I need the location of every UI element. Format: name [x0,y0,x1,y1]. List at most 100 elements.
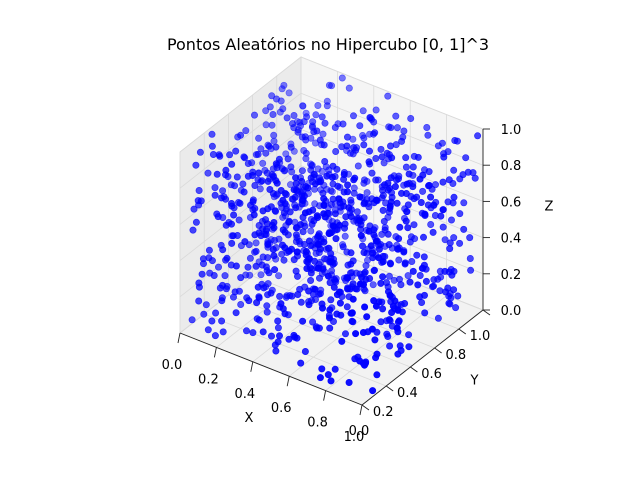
data-point [279,226,287,234]
data-point [379,206,387,214]
data-point [292,231,300,239]
data-point [204,169,212,177]
grid-line [252,275,435,349]
data-point [270,137,278,145]
data-point [319,130,327,138]
grid-line [300,129,484,202]
y-tick-mark [361,404,370,411]
data-point [358,273,366,281]
data-point [414,281,422,289]
data-point [314,232,322,240]
data-point [436,287,444,295]
data-point [307,160,315,168]
data-point [439,223,447,231]
data-point [389,302,397,310]
data-point [372,106,380,114]
data-point [345,378,353,386]
data-point [416,271,424,279]
data-point [315,274,323,282]
data-point [272,160,280,168]
data-point [360,361,368,369]
x-axis-line [179,332,363,406]
data-point [384,332,392,340]
data-point [424,131,432,139]
data-point [466,234,474,242]
data-point [219,328,227,336]
data-point [369,281,377,289]
data-point [375,245,383,253]
data-point [442,288,450,296]
x-tick-mark [213,347,217,358]
data-point [277,300,285,308]
data-point [258,177,266,185]
data-point [270,252,278,260]
data-point [195,187,203,195]
data-point [290,186,298,194]
data-point [315,290,323,298]
data-point [284,155,292,163]
data-point [456,239,464,247]
data-point [232,262,240,270]
y-tick-mark [434,347,442,354]
data-point [280,256,288,264]
grid-line [179,56,302,153]
data-point [293,272,301,280]
data-point [425,168,433,176]
data-point [413,251,421,259]
data-point [355,217,363,225]
data-point [350,176,358,184]
data-point [439,178,447,186]
data-point [439,206,447,214]
data-point [324,272,332,280]
z-tick-label: 1.0 [501,123,522,138]
data-point [316,374,324,382]
data-point [387,124,395,132]
data-point [335,195,343,203]
data-point [430,276,438,284]
data-point [252,239,260,247]
data-point [344,285,352,293]
data-point [361,303,369,311]
data-point [292,204,300,212]
data-point [416,293,424,301]
data-point [297,359,305,367]
data-point [249,198,257,206]
data-point [354,162,362,170]
data-point [429,228,437,236]
data-point [198,270,206,278]
data-point [301,133,309,141]
data-point [417,199,425,207]
data-point [456,210,464,218]
data-point [347,196,355,204]
data-point [404,272,412,280]
data-point [262,107,270,115]
data-point [290,256,298,264]
data-point [211,191,219,199]
data-point [249,172,257,180]
data-point [272,347,280,355]
data-point [309,318,317,326]
data-point [386,202,394,210]
data-point [256,185,264,193]
data-point [275,332,283,340]
data-point [302,248,310,256]
data-point [363,189,371,197]
data-point [283,114,291,122]
data-point [228,220,236,228]
data-point [259,159,267,167]
data-point [310,171,318,179]
data-point [369,254,377,262]
data-point [219,246,227,254]
data-point [402,163,410,171]
data-point [377,145,385,153]
data-point [393,124,401,132]
data-point [385,272,393,280]
data-point [286,208,294,216]
data-point [391,183,399,191]
data-point [313,127,321,135]
y-tick-label: 0.8 [445,348,466,363]
data-point [314,264,322,272]
data-point [320,195,328,203]
data-point [252,247,260,255]
z-axis-label: Z [545,200,554,215]
